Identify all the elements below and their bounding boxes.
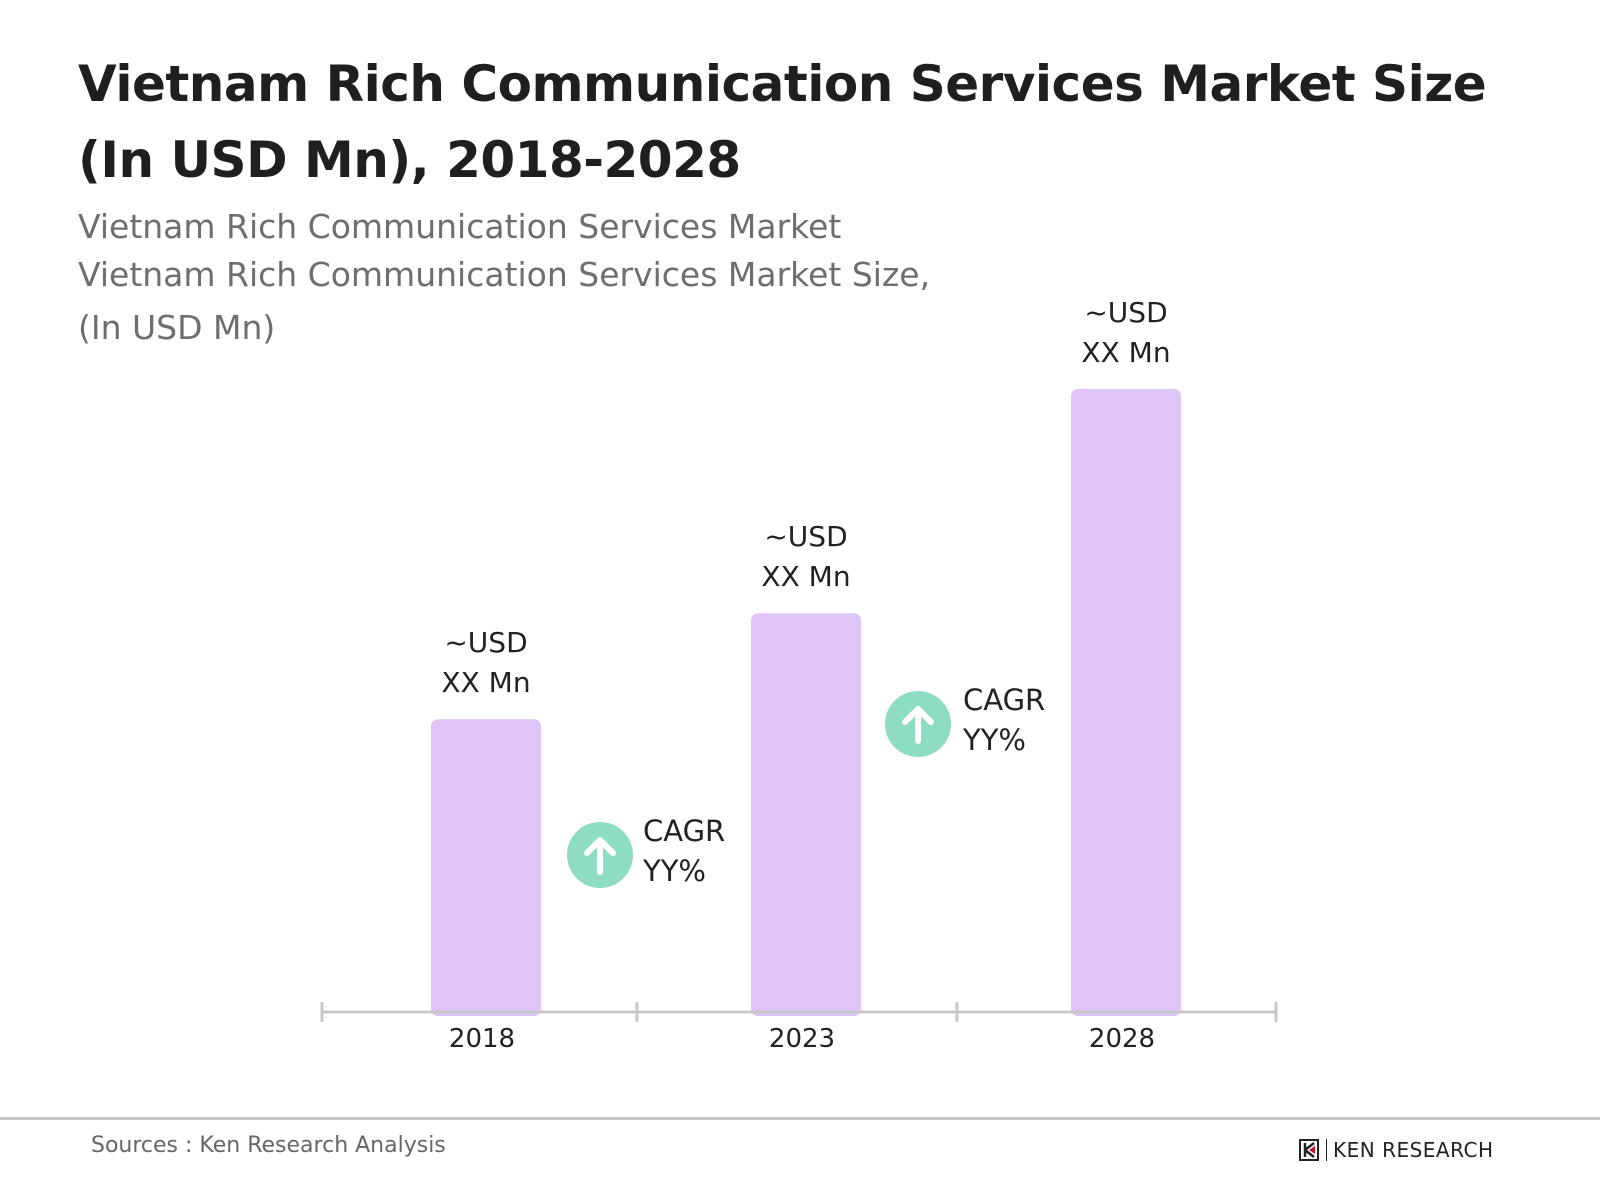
logo-text: KEN RESEARCH <box>1333 1138 1494 1162</box>
data-label-line: XX Mn <box>441 666 531 700</box>
cagr-value: YY% <box>643 854 706 888</box>
chart-title: Vietnam Rich Communication Services Mark… <box>78 55 1487 189</box>
cagr-title: CAGR <box>643 814 726 848</box>
subtitle-line-1: Vietnam Rich Communication Services Mark… <box>78 207 842 246</box>
x-tick-label-2018: 2018 <box>448 1024 516 1054</box>
x-tick-label-2028: 2028 <box>1088 1024 1156 1054</box>
cagr-value: YY% <box>963 723 1026 757</box>
subtitle-line-2: Vietnam Rich Communication Services Mark… <box>78 255 931 294</box>
data-label-line: ~USD <box>1084 296 1168 329</box>
data-label-line: XX Mn <box>761 560 851 594</box>
arrow-up-circle-icon <box>885 691 951 757</box>
bar-2028 <box>1071 389 1181 1016</box>
cagr-title: CAGR <box>963 683 1046 717</box>
data-label-2018: ~USD XX Mn <box>386 623 586 703</box>
ken-research-logo: KEN RESEARCH <box>1298 1138 1494 1162</box>
data-label-2028: ~USD XX Mn <box>1026 293 1226 373</box>
footer-divider <box>0 1117 1600 1120</box>
arrow-up-circle-icon <box>567 822 633 888</box>
data-label-line: ~USD <box>444 626 528 660</box>
data-label-2023: ~USD XX Mn <box>706 517 906 597</box>
source-note: Sources : Ken Research Analysis <box>91 1133 446 1158</box>
bar-2023 <box>751 613 861 1016</box>
cagr-label-2: CAGR YY% <box>963 680 1045 760</box>
cagr-label-1: CAGR YY% <box>643 811 725 891</box>
bar-2018 <box>431 719 541 1016</box>
ken-logo-icon <box>1299 1139 1319 1161</box>
x-tick-label-2023: 2023 <box>768 1024 836 1054</box>
data-label-line: ~USD <box>764 520 848 554</box>
data-label-line: XX Mn <box>1081 336 1171 369</box>
subtitle-line-3: (In USD Mn) <box>78 308 276 347</box>
